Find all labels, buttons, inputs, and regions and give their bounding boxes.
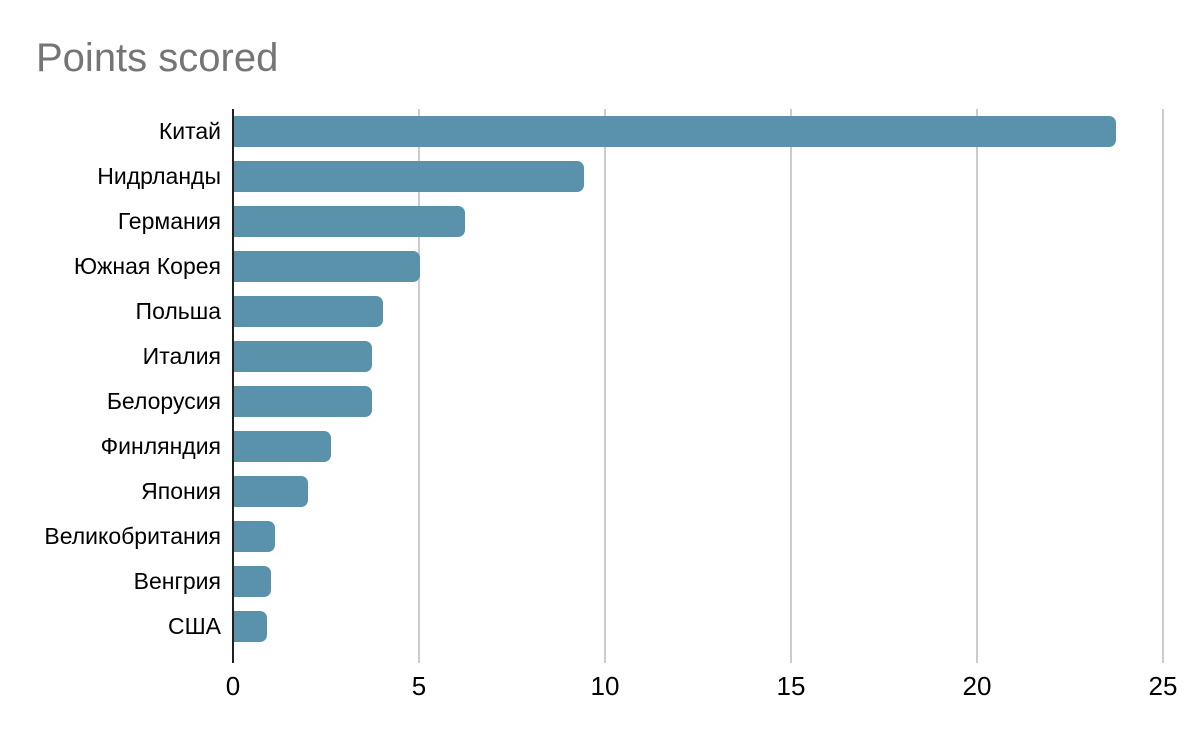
chart-row: Нидрланды <box>97 154 1163 199</box>
chart-row: Венгрия <box>134 559 1163 604</box>
chart-row: Южная Корея <box>74 244 1163 289</box>
category-label: Венгрия <box>133 568 221 594</box>
bar <box>234 611 268 642</box>
chart-row: Белорусия <box>107 379 1163 424</box>
bar <box>234 566 272 597</box>
x-tick-label: 15 <box>776 671 806 701</box>
gridline <box>418 109 420 663</box>
category-label: Южная Корея <box>73 253 221 279</box>
category-label: Япония <box>141 478 221 504</box>
chart-row: Япония <box>141 469 1163 514</box>
category-label: Польша <box>135 298 221 324</box>
gridline <box>1162 109 1164 663</box>
gridline <box>976 109 978 663</box>
chart-row: Италия <box>143 334 1163 379</box>
chart-row: Финляндия <box>101 424 1163 469</box>
bar <box>234 116 1116 147</box>
bar <box>234 296 383 327</box>
category-label: Китай <box>158 118 221 144</box>
gridline <box>604 109 606 663</box>
gridline <box>790 109 792 663</box>
chart-row: США <box>168 604 1163 649</box>
bar <box>234 251 420 282</box>
plot-area: Китай Нидрланды Германия Южная Корея Польша И… <box>44 109 1164 663</box>
bar <box>234 521 275 552</box>
chart-row: Великобритания <box>44 514 1163 559</box>
chart-row: Китай <box>159 109 1163 154</box>
x-tick-label: 0 <box>225 671 241 701</box>
x-tick-label: 25 <box>1148 671 1178 701</box>
bar <box>234 386 372 417</box>
chart-row: Германия <box>118 199 1163 244</box>
bar <box>234 341 372 372</box>
bar <box>234 161 584 192</box>
bar <box>234 476 309 507</box>
y-axis-line <box>232 109 234 663</box>
category-label: Италия <box>142 343 221 369</box>
x-tick-label: 5 <box>411 671 427 701</box>
category-label: Финляндия <box>100 433 221 459</box>
category-label: Великобритания <box>44 523 221 549</box>
chart-title: Points scored <box>36 36 279 80</box>
bar <box>234 206 465 237</box>
category-label: США <box>167 613 221 639</box>
chart-row: Польша <box>136 289 1163 334</box>
bar <box>234 431 331 462</box>
x-axis: 0 5 10 15 20 25 <box>226 649 1178 709</box>
x-tick-label: 10 <box>590 671 620 701</box>
category-label: Белорусия <box>106 388 221 414</box>
category-label: Германия <box>117 208 221 234</box>
x-tick-label: 20 <box>962 671 992 701</box>
category-label: Нидрланды <box>97 163 221 189</box>
